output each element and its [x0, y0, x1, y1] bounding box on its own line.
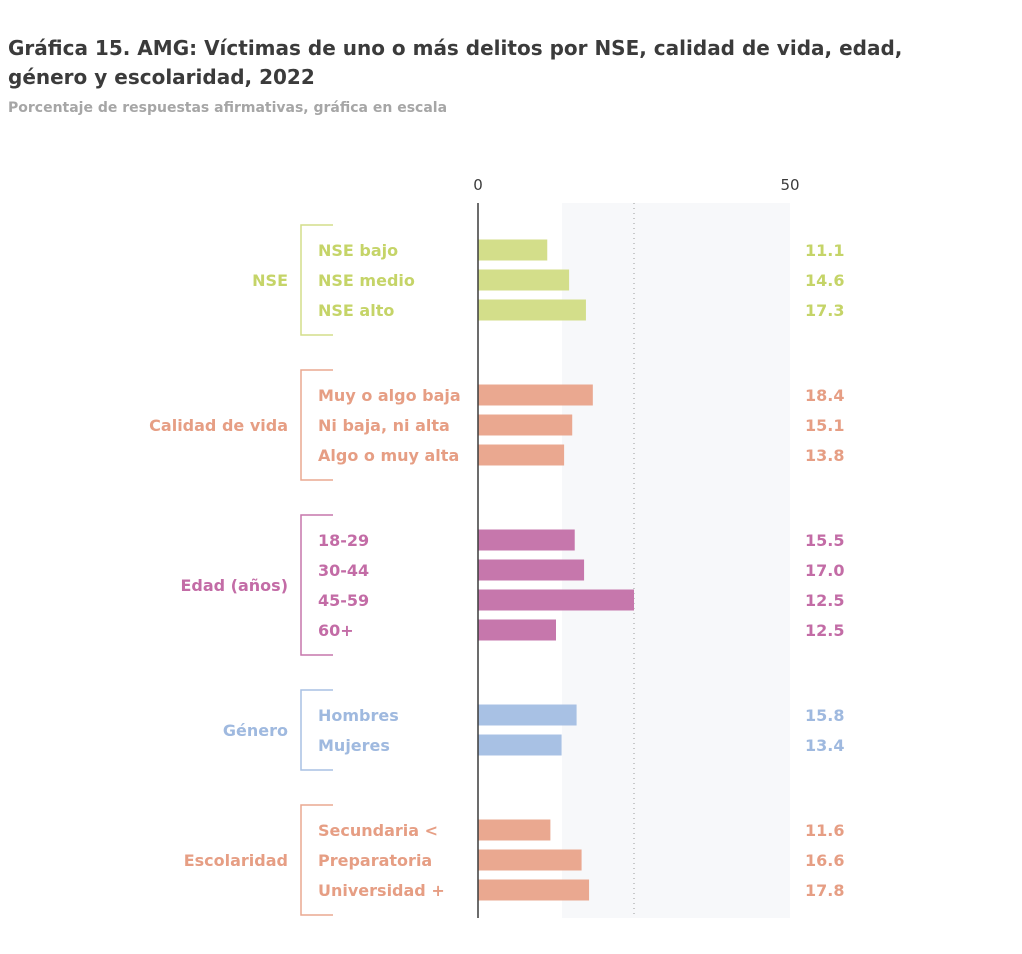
- category-label: NSE medio: [318, 271, 415, 290]
- x-tick-label: 50: [780, 176, 799, 194]
- group-bracket: [300, 369, 333, 481]
- category-label: Ni baja, ni alta: [318, 416, 450, 435]
- data-label: 11.1: [805, 241, 844, 260]
- bar: [478, 414, 573, 436]
- bar: [478, 444, 565, 466]
- data-label: 15.8: [805, 706, 844, 725]
- group-label: NSE: [252, 271, 288, 290]
- category-label: Preparatoria: [318, 851, 432, 870]
- x-tick-label: 0: [473, 176, 483, 194]
- category-label: NSE alto: [318, 301, 394, 320]
- category-label: Algo o muy alta: [318, 446, 459, 465]
- group-label: Género: [223, 721, 288, 740]
- bar: [478, 879, 590, 901]
- group-bracket: [300, 514, 333, 656]
- data-label: 13.8: [805, 446, 844, 465]
- category-label: NSE bajo: [318, 241, 398, 260]
- data-label: 11.6: [805, 821, 844, 840]
- data-label: 15.1: [805, 416, 844, 435]
- data-label: 14.6: [805, 271, 844, 290]
- group-bracket: [300, 804, 333, 916]
- data-label: 12.5: [805, 591, 844, 610]
- category-label: Hombres: [318, 706, 399, 725]
- bar: [478, 819, 551, 841]
- group-label: Escolaridad: [184, 851, 288, 870]
- data-label: 12.5: [805, 621, 844, 640]
- bar: [478, 734, 562, 756]
- group-label: Edad (años): [180, 576, 288, 595]
- bar: [478, 384, 593, 406]
- category-label: 45-59: [318, 591, 369, 610]
- group-bracket: [300, 224, 333, 336]
- data-label: 15.5: [805, 531, 844, 550]
- bar: [478, 849, 582, 871]
- group-label: Calidad de vida: [149, 416, 288, 435]
- bar: [478, 239, 548, 261]
- chart-subtitle: Porcentaje de respuestas afirmativas, gr…: [8, 100, 448, 116]
- data-label: 17.8: [805, 881, 844, 900]
- plot-background: [562, 203, 790, 918]
- bar: [478, 589, 634, 611]
- data-label: 13.4: [805, 736, 844, 755]
- category-label: 60+: [318, 621, 354, 640]
- category-label: Mujeres: [318, 736, 390, 755]
- bar: [478, 619, 556, 641]
- bar: [478, 269, 570, 291]
- data-label: 17.0: [805, 561, 844, 580]
- data-label: 16.6: [805, 851, 844, 870]
- bar: [478, 559, 585, 581]
- bar: [478, 299, 586, 321]
- category-label: Muy o algo baja: [318, 386, 461, 405]
- chart-title: Gráfica 15. AMG: Víctimas de uno o más d…: [8, 36, 903, 89]
- bar: [478, 704, 577, 726]
- bar: [478, 529, 575, 551]
- data-label: 18.4: [805, 386, 844, 405]
- group-bracket: [300, 689, 333, 771]
- category-label: Secundaria <: [318, 821, 438, 840]
- category-label: 18-29: [318, 531, 369, 550]
- category-label: 30-44: [318, 561, 369, 580]
- category-label: Universidad +: [318, 881, 445, 900]
- data-label: 17.3: [805, 301, 844, 320]
